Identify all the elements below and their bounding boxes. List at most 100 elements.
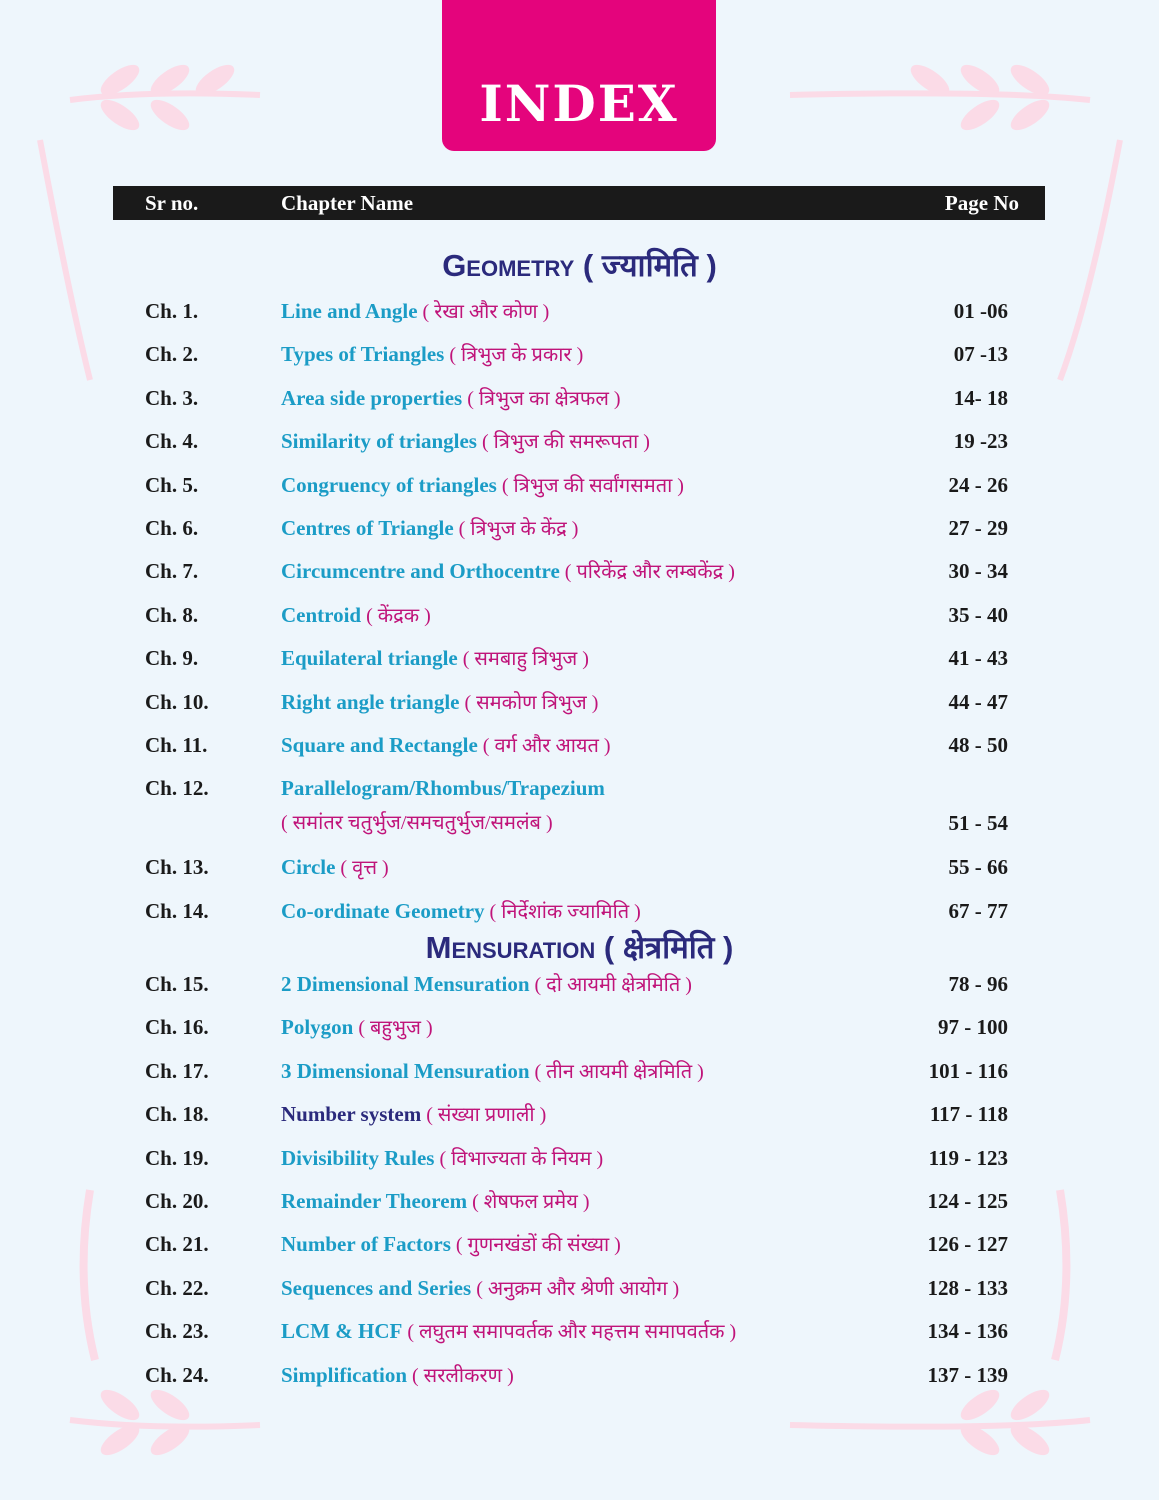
table-row: Ch. 3. Area side properties( त्रिभुज का … [145,385,1008,428]
page-range: 97 - 100 [938,1015,1008,1040]
chapter-name: 3 Dimensional Mensuration( तीन आयमी क्षे… [281,1058,704,1085]
chapter-number: Ch. 8. [145,602,199,627]
page-range: 01 -06 [953,299,1008,323]
geometry-chapter-list: Ch. 1. Line and Angle( रेखा और कोण ) 01 -… [145,298,1008,941]
table-row: Ch. 12. Parallelogram/Rhombus/Trapezium (… [145,775,1008,854]
table-row: Ch. 20. Remainder Theorem( शेषफल प्रमेय … [145,1188,1008,1231]
table-row: Ch. 23. LCM & HCF( लघुतम समापवर्तक और मह… [145,1318,1008,1361]
chapter-number: Ch. 7. [145,559,199,584]
chapter-number: Ch. 5. [145,472,199,497]
chapter-number: Ch. 11. [145,732,208,757]
chapter-number: Ch. 15. [145,972,209,996]
chapter-name-hindi: ( गुणनखंडों की संख्या ) [455,1234,621,1257]
header-chapter-name: Chapter Name [281,191,414,215]
chapter-number: Ch. 16. [145,1015,209,1040]
chapter-name: Polygon( बहुभुज ) [281,1014,433,1041]
section-title-hindi: ( क्षेत्रमिति ) [603,930,734,965]
chapter-name: Types of Triangles( त्रिभुज के प्रकार ) [281,341,583,368]
header-page-no: Page No [944,191,1019,215]
chapter-name-english: Circle [281,855,336,880]
chapter-name-english: Circumcentre and Orthocentre [281,559,560,584]
chapter-name: Divisibility Rules( विभाज्यता के नियम ) [281,1145,603,1172]
table-row: Ch. 13. Circle( वृत्त ) 55 - 66 [145,854,1008,897]
chapter-name-hindi: ( वृत्त ) [340,857,389,880]
page-range: 55 - 66 [948,855,1009,880]
chapter-name-english: Square and Rectangle [281,732,478,757]
page-range: 35 - 40 [948,602,1009,627]
page-range: 117 - 118 [929,1102,1008,1127]
page-range: 128 - 133 [927,1275,1009,1300]
page-range: 67 - 77 [948,898,1009,923]
chapter-name: LCM & HCF( लघुतम समापवर्तक और महत्तम समा… [281,1318,736,1345]
chapter-name-hindi: ( त्रिभुज का क्षेत्रफल ) [467,387,621,410]
chapter-name-english: Simplification [281,1362,408,1387]
chapter-name-english: Divisibility Rules [281,1145,435,1170]
table-row: Ch. 24. Simplification( सरलीकरण ) 137 - 1… [145,1362,1008,1405]
chapter-name-english: Equilateral triangle [281,646,458,671]
chapter-name-english: Remainder Theorem [281,1188,468,1213]
chapter-name-english: Types of Triangles [281,342,445,367]
chapter-name-hindi: ( सरलीकरण ) [412,1364,514,1387]
chapter-number: Ch. 20. [145,1188,209,1213]
table-row: Ch. 10. Right angle triangle( समकोण त्रि… [145,689,1008,732]
chapter-name: Line and Angle( रेखा और कोण ) [281,298,549,325]
chapter-name-hindi: ( निर्देशांक ज्यामिति ) [489,900,641,923]
chapter-name-hindi: ( रेखा और कोण ) [422,301,550,323]
chapter-number: Ch. 19. [145,1145,209,1170]
chapter-name-hindi: ( परिकेंद्र और लम्बकेंद्र ) [564,561,735,584]
table-row: Ch. 6. Centres of Triangle( त्रिभुज के क… [145,515,1008,558]
table-row: Ch. 9. Equilateral triangle( समबाहु त्रि… [145,645,1008,688]
table-row: Ch. 7. Circumcentre and Orthocentre( परि… [145,558,1008,601]
chapter-name-hindi: ( त्रिभुज की सर्वांगसमता ) [501,474,684,497]
chapter-number: Ch. 3. [145,385,199,410]
page-range: 137 - 139 [927,1362,1009,1387]
table-row: Ch. 5. Congruency of triangles( त्रिभुज … [145,472,1008,515]
chapter-name-hindi: ( त्रिभुज की समरूपता ) [481,431,650,454]
chapter-number: Ch. 17. [145,1058,209,1083]
page-range: 134 - 136 [927,1319,1009,1344]
page-range: 48 - 50 [948,732,1009,757]
chapter-number: Ch. 23. [145,1319,209,1344]
chapter-name: Parallelogram/Rhombus/Trapezium [281,775,605,801]
chapter-name: Congruency of triangles( त्रिभुज की सर्व… [281,472,684,499]
chapter-name-hindi: ( समबाहु त्रिभुज ) [462,648,589,671]
chapter-name-hindi: ( दो आयमी क्षेत्रमिति ) [534,974,692,996]
table-row: Ch. 21. Number of Factors( गुणनखंडों की … [145,1231,1008,1274]
chapter-name-hindi: ( लघुतम समापवर्तक और महत्तम समापवर्तक ) [407,1321,737,1344]
chapter-name-english: Centres of Triangle [281,515,454,540]
section-heading-mensuration: Mensuration ( क्षेत्रमिति ) [0,926,1159,968]
mensuration-chapter-list: Ch. 15. 2 Dimensional Mensuration( दो आय… [145,971,1008,1405]
table-row: Ch. 22. Sequences and Series( अनुक्रम और… [145,1275,1008,1318]
page-range: 78 - 96 [948,972,1009,996]
chapter-number: Ch. 22. [145,1275,209,1300]
section-heading-geometry: Geometry ( ज्यामिति ) [0,244,1159,286]
page-range: 101 - 116 [928,1058,1008,1083]
chapter-name-hindi: ( त्रिभुज के केंद्र ) [458,517,579,540]
chapter-name-hindi: ( वर्ग और आयत ) [482,734,611,757]
chapter-name: Number of Factors( गुणनखंडों की संख्या ) [281,1231,621,1258]
chapter-name: Co-ordinate Geometry( निर्देशांक ज्यामित… [281,898,641,925]
page-range: 27 - 29 [948,515,1009,540]
chapter-name-english: Polygon [281,1015,354,1040]
chapter-name-english: Sequences and Series [281,1275,472,1300]
chapter-name: Similarity of triangles( त्रिभुज की समरू… [281,428,650,455]
chapter-name-english: Area side properties [281,385,463,410]
page-range: 44 - 47 [948,689,1009,714]
page-range: 07 -13 [953,342,1008,367]
chapter-number: Ch. 18. [145,1102,209,1127]
chapter-name: Circle( वृत्त ) [281,854,389,881]
chapter-name: Area side properties( त्रिभुज का क्षेत्र… [281,385,621,412]
chapter-name-hindi: ( त्रिभुज के प्रकार ) [449,344,584,367]
page-title: INDEX [479,74,679,133]
chapter-name: Remainder Theorem( शेषफल प्रमेय ) [281,1188,589,1215]
chapter-name: Centroid( केंद्रक ) [281,602,431,629]
chapter-name: Circumcentre and Orthocentre( परिकेंद्र … [281,558,735,585]
chapter-name-english: Centroid [281,602,362,627]
page-range: 126 - 127 [927,1232,1009,1257]
chapter-name-english: Line and Angle [281,299,418,323]
chapter-name-hindi: ( शेषफल प्रमेय ) [472,1190,590,1213]
chapter-name: Square and Rectangle( वर्ग और आयत ) [281,732,611,759]
table-row: Ch. 1. Line and Angle( रेखा और कोण ) 01 -… [145,298,1008,341]
chapter-name-english: Parallelogram/Rhombus/Trapezium [281,776,605,801]
header-sr: Sr no. [145,191,199,215]
